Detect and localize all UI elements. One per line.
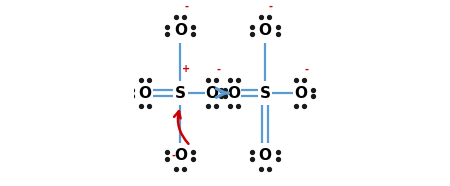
Text: S: S xyxy=(260,86,270,100)
Text: O: O xyxy=(174,148,187,163)
Text: O: O xyxy=(227,86,240,100)
Text: O: O xyxy=(139,86,152,100)
Text: O: O xyxy=(174,23,187,38)
Text: O: O xyxy=(294,86,307,100)
Text: +: + xyxy=(182,64,190,74)
Text: -: - xyxy=(216,64,220,74)
Text: -: - xyxy=(184,1,188,11)
Text: -: - xyxy=(304,64,308,74)
FancyArrowPatch shape xyxy=(174,111,189,144)
Text: O: O xyxy=(206,86,219,100)
Text: O: O xyxy=(259,148,272,163)
Text: -: - xyxy=(269,1,273,11)
Text: S: S xyxy=(175,86,186,100)
Text: -: - xyxy=(172,151,176,161)
Text: O: O xyxy=(259,23,272,38)
